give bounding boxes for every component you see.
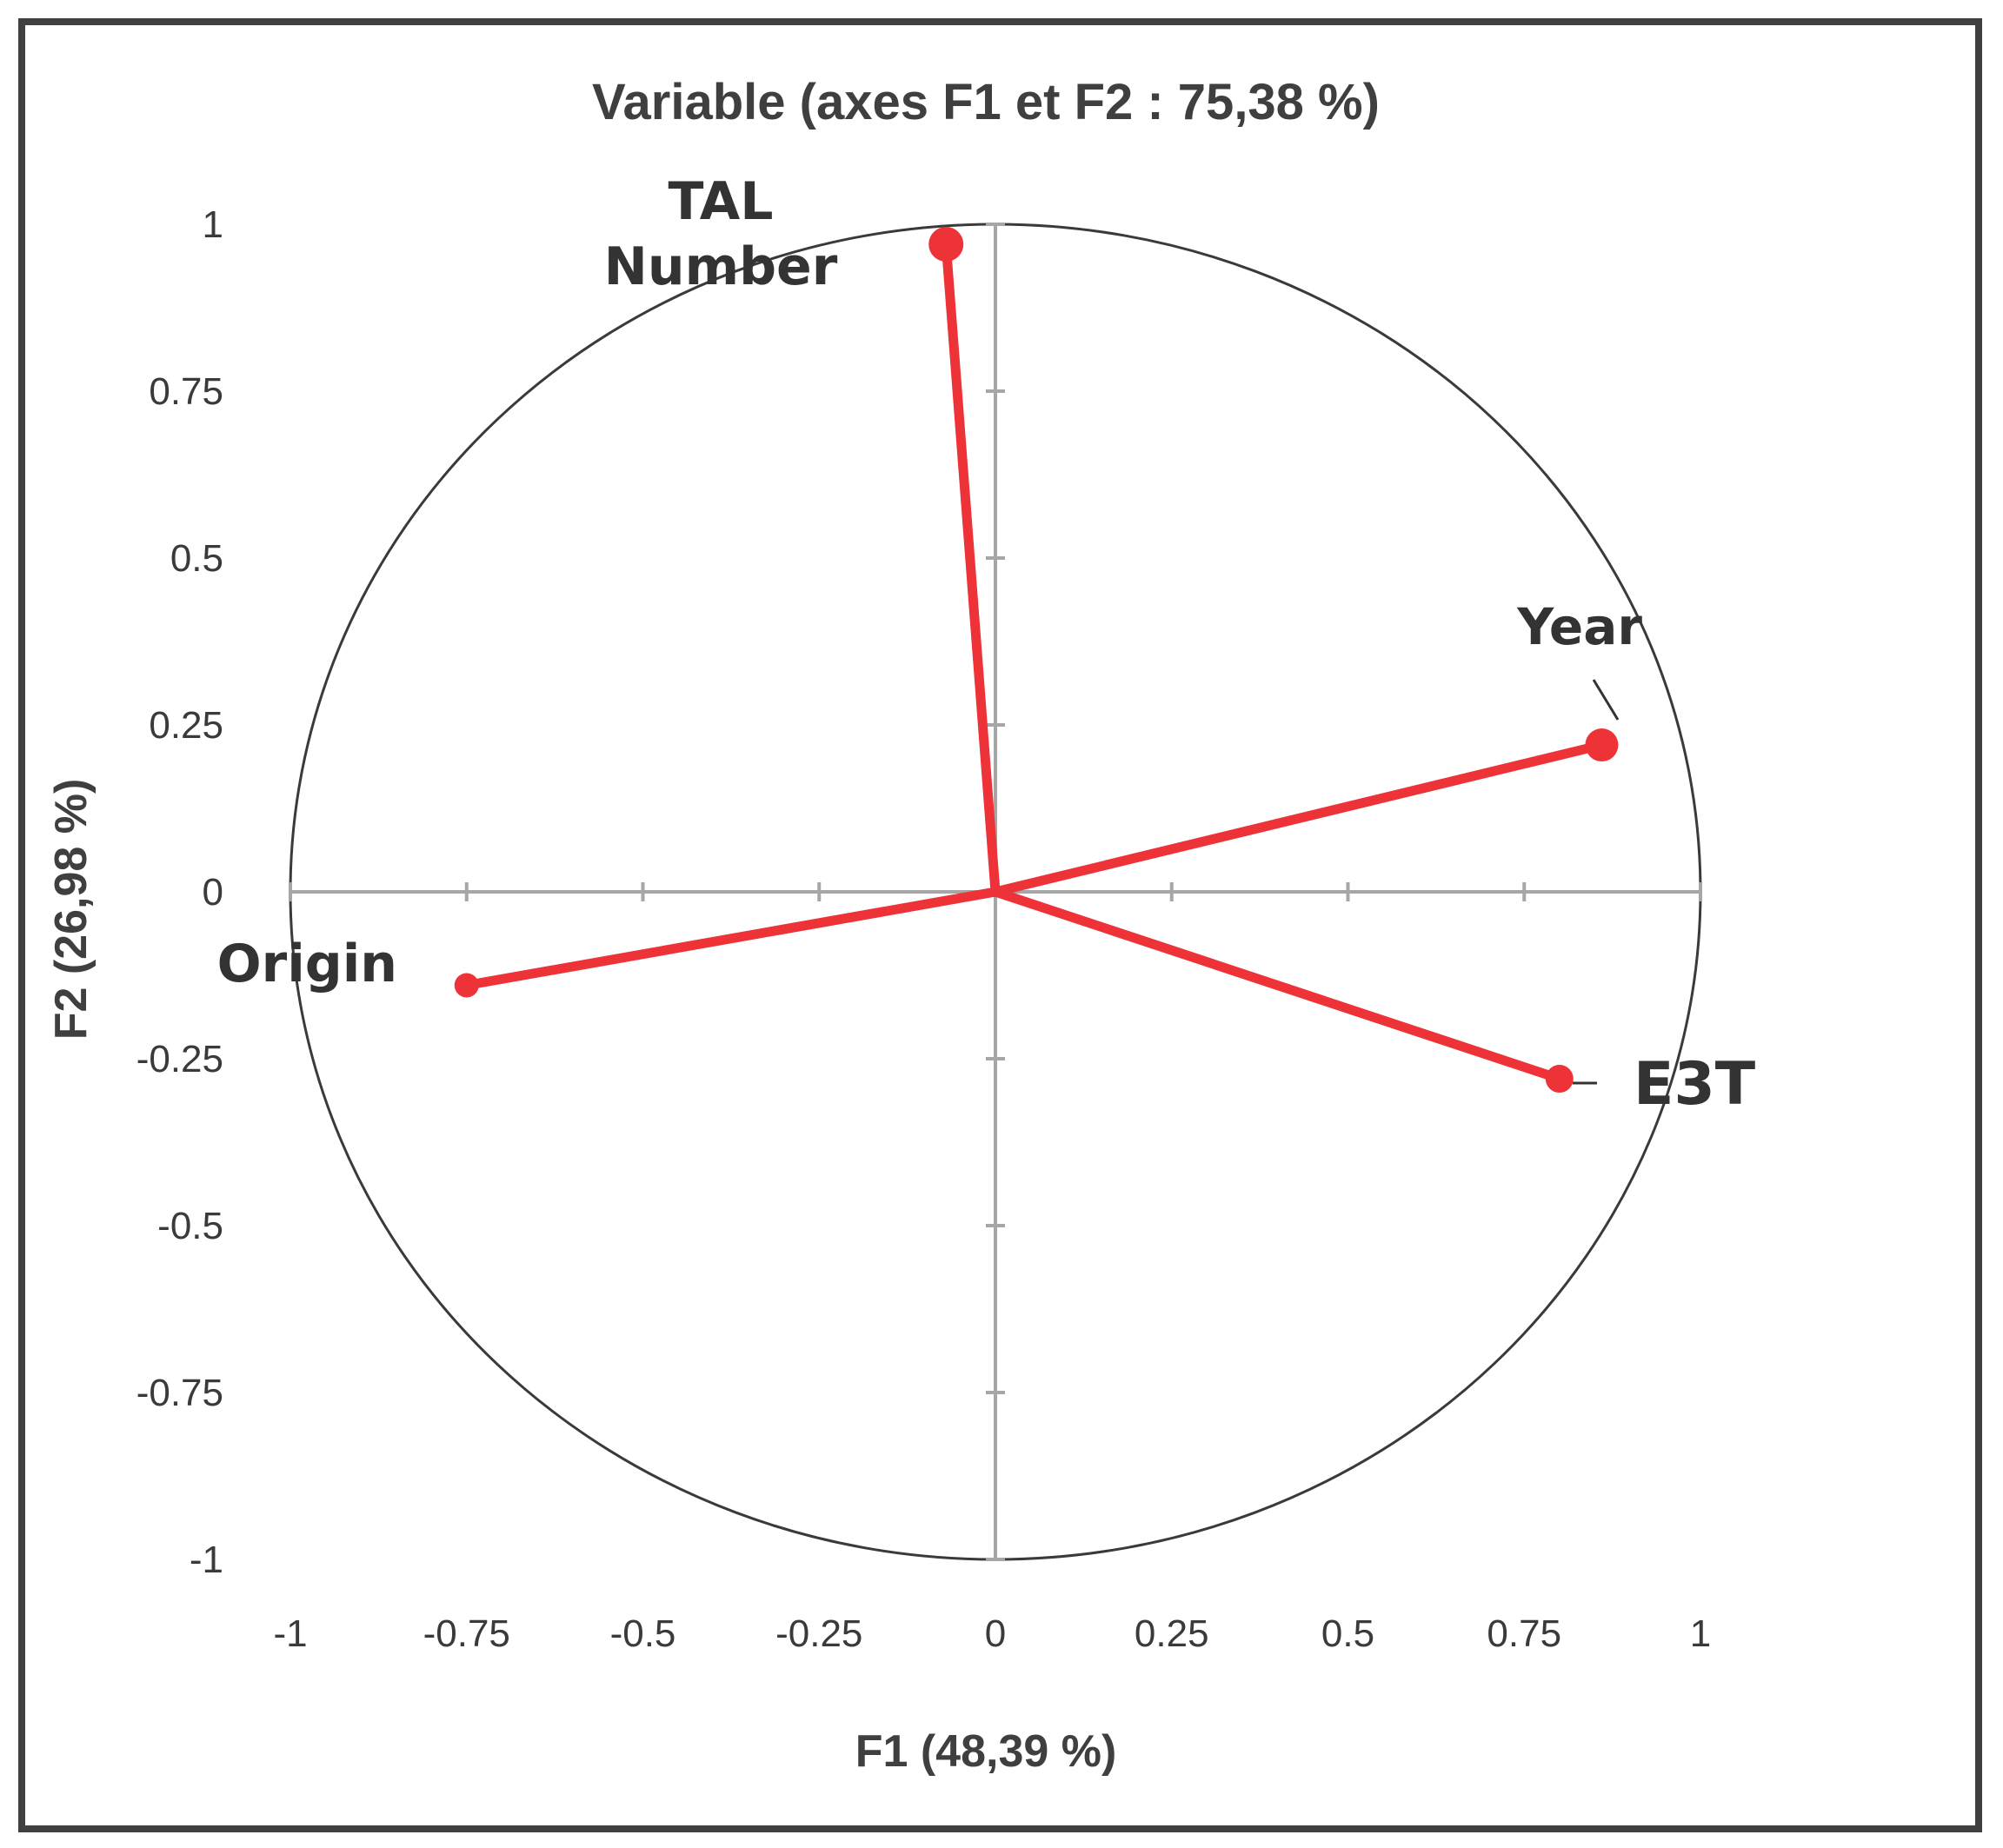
variable-labels: TAL Number Year Origin E3T <box>217 171 1756 1119</box>
variable-point <box>1545 1065 1574 1094</box>
y-tick-label: 0 <box>203 871 223 914</box>
variable-label-line: E3T <box>1634 1050 1756 1119</box>
variable-label-line: Year <box>1516 597 1642 656</box>
x-tick-label: -0.5 <box>610 1612 676 1655</box>
y-tick-label: 1 <box>203 203 223 246</box>
variable-vector <box>941 239 1001 897</box>
y-tick-label: 0.75 <box>149 370 223 413</box>
x-tick-label: 0.25 <box>1135 1612 1209 1655</box>
variable-label: Year <box>1516 597 1642 656</box>
y-tick-label: -0.5 <box>157 1205 223 1247</box>
y-axis-title: F2 (26,98 %) <box>46 779 96 1040</box>
chart-title: Variable (axes F1 et F2 : 75,38 %) <box>592 74 1380 130</box>
y-tick-label: -0.25 <box>136 1038 223 1080</box>
y-tick-label: 0.5 <box>170 537 223 580</box>
variable-vector <box>990 740 1607 897</box>
y-tick-label: -1 <box>190 1539 223 1581</box>
x-axis-title: F1 (48,39 %) <box>855 1726 1117 1777</box>
variable-vector <box>462 887 1001 991</box>
variable-point <box>928 227 964 263</box>
variable-vector <box>990 887 1565 1084</box>
variable-label: E3T <box>1634 1050 1756 1119</box>
variable-label: TAL Number <box>604 171 838 297</box>
variable-label: Origin <box>217 934 397 994</box>
pca-correlation-circle-chart: Variable (axes F1 et F2 : 75,38 %) -1 -0.… <box>46 74 1756 1777</box>
variable-point <box>454 973 479 998</box>
tick-labels: -1 -0.75 -0.5 -0.25 0 0.25 0.5 0.75 1 1 0.75 0.5 0.2… <box>136 203 1712 1655</box>
x-tick-label: 0.5 <box>1321 1612 1374 1655</box>
x-tick-label: -0.75 <box>423 1612 510 1655</box>
label-leader-line <box>1592 679 1620 721</box>
variable-label-line: Number <box>604 236 838 297</box>
variable-vectors <box>454 227 1619 1094</box>
x-tick-label: 0 <box>985 1612 1006 1655</box>
variable-label-line: Origin <box>217 934 397 994</box>
x-tick-label: -0.25 <box>775 1612 862 1655</box>
y-tick-label: -0.75 <box>136 1372 223 1414</box>
chart-frame: Variable (axes F1 et F2 : 75,38 %) -1 -0.… <box>18 18 1982 1832</box>
variable-point <box>1585 728 1619 762</box>
variable-label-line: TAL <box>669 171 774 232</box>
y-tick-label: 0.25 <box>149 704 223 747</box>
x-tick-label: 0.75 <box>1487 1612 1561 1655</box>
x-tick-label: 1 <box>1690 1612 1711 1655</box>
x-tick-label: -1 <box>273 1612 307 1655</box>
